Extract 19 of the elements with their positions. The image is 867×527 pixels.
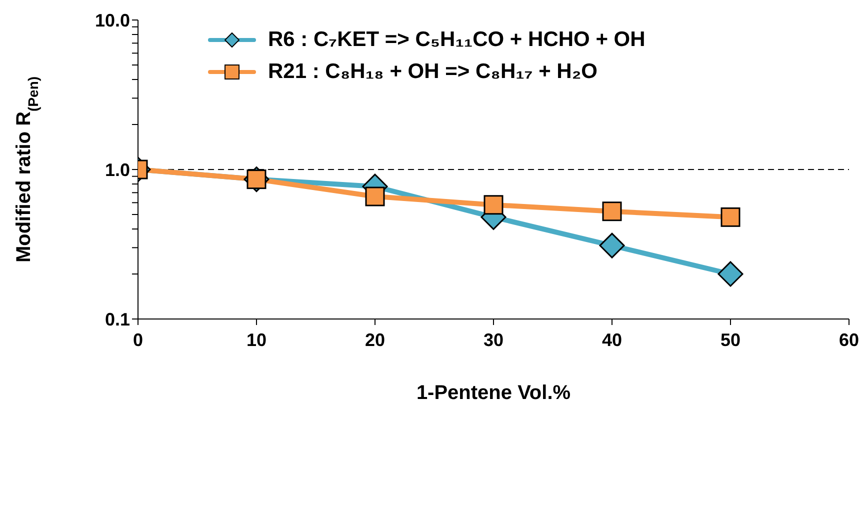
point (718, 261, 744, 287)
point (720, 207, 740, 227)
point (602, 202, 622, 222)
legend-label: R6 : C₇KET => C₅H₁₁CO + HCHO + OH (268, 28, 646, 52)
point (599, 232, 625, 258)
x-tick-label: 50 (720, 330, 741, 350)
x-tick-label: 20 (364, 330, 386, 350)
x-tick-label: 40 (602, 330, 622, 350)
x-tick-label: 30 (483, 330, 504, 350)
x-tick-label: 60 (838, 330, 860, 350)
legend-label: R21 : C₈H₁₈ + OH => C₈H₁₇ + H₂O (268, 60, 598, 84)
x-tick-label: 0 (132, 330, 144, 350)
y-tick-label: 10.0 (94, 10, 130, 30)
x-tick-label: 10 (246, 330, 267, 350)
point (484, 195, 504, 215)
point (365, 186, 385, 206)
y-tick-label: 1.0 (104, 160, 130, 180)
y-tick-label: 0.1 (104, 309, 130, 330)
x-axis-title: 1-Pentene Vol.% (416, 382, 571, 404)
